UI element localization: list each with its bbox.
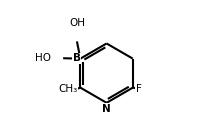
Text: OH: OH [69, 18, 85, 28]
Text: HO: HO [35, 53, 51, 63]
Text: F: F [136, 84, 141, 94]
Text: N: N [102, 104, 111, 114]
Text: CH₃: CH₃ [58, 84, 78, 94]
Text: B: B [73, 53, 81, 63]
